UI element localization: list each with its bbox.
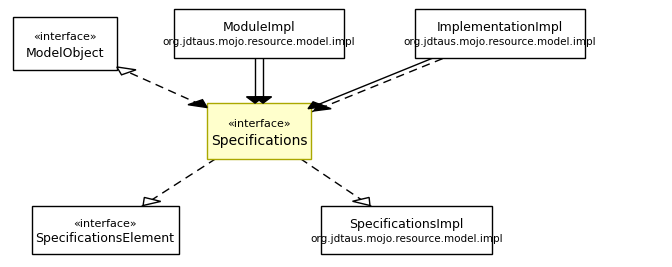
Polygon shape [247,97,263,103]
Bar [174,9,344,57]
Polygon shape [308,102,325,109]
Polygon shape [188,100,207,108]
Text: ModelObject: ModelObject [26,47,104,60]
Bar [321,206,492,254]
Polygon shape [353,197,370,206]
Polygon shape [314,104,331,111]
Polygon shape [255,97,271,103]
Polygon shape [143,197,161,206]
Text: «interface»: «interface» [73,219,137,229]
Text: SpecificationsImpl: SpecificationsImpl [349,218,464,231]
Text: ImplementationImpl: ImplementationImpl [437,21,563,34]
Text: SpecificationsElement: SpecificationsElement [36,232,175,245]
Text: «interface»: «interface» [227,119,291,129]
Bar [207,103,311,159]
Text: ModuleImpl: ModuleImpl [222,21,296,34]
Bar [32,206,179,254]
Text: Specifications: Specifications [211,134,307,148]
Bar [415,9,585,57]
Text: «interface»: «interface» [33,32,97,42]
Text: org.jdtaus.mojo.resource.model.impl: org.jdtaus.mojo.resource.model.impl [163,37,355,47]
Text: org.jdtaus.mojo.resource.model.impl: org.jdtaus.mojo.resource.model.impl [310,234,503,244]
Polygon shape [117,67,136,75]
Text: org.jdtaus.mojo.resource.model.impl: org.jdtaus.mojo.resource.model.impl [404,37,596,47]
Bar [13,17,117,70]
